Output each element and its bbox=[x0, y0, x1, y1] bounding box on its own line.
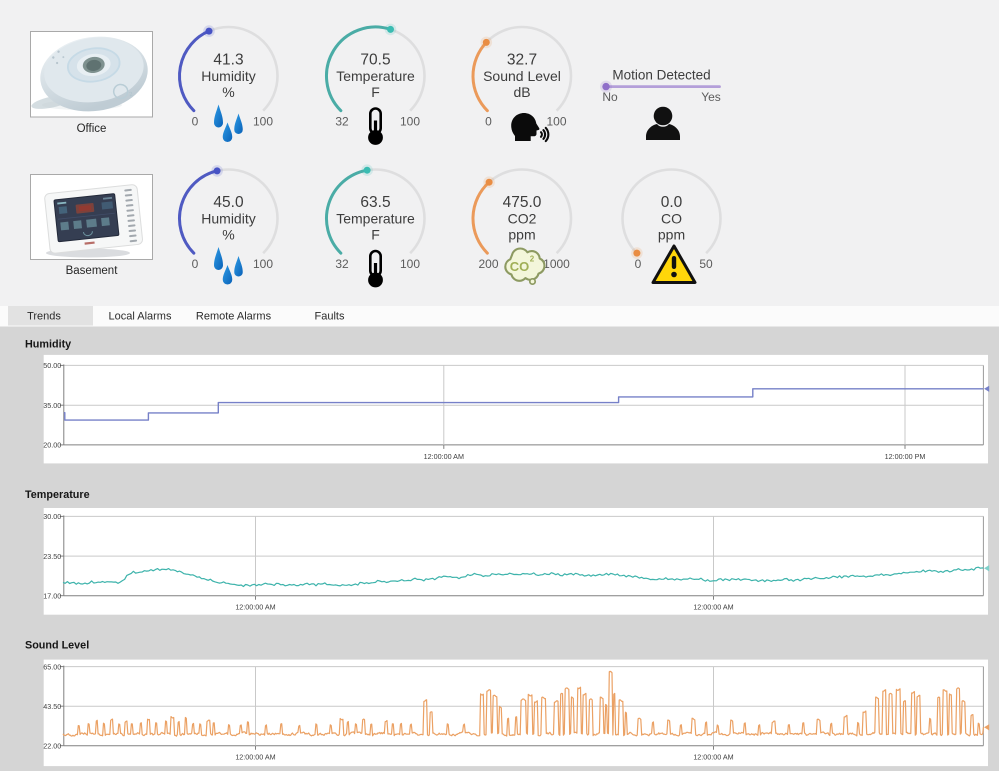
svg-text:Yes: Yes bbox=[701, 90, 721, 104]
svg-text:F: F bbox=[371, 227, 380, 243]
svg-text:0: 0 bbox=[192, 115, 199, 129]
svg-text:70.5: 70.5 bbox=[360, 52, 390, 69]
svg-text:Office: Office bbox=[77, 123, 107, 135]
svg-text:12:00:00 AM: 12:00:00 AM bbox=[235, 603, 275, 612]
svg-text:63.5: 63.5 bbox=[360, 194, 390, 211]
svg-text:22.00: 22.00 bbox=[43, 742, 61, 751]
svg-text:32: 32 bbox=[335, 115, 349, 129]
svg-text:Remote Alarms: Remote Alarms bbox=[196, 311, 272, 323]
svg-text:Humidity: Humidity bbox=[25, 339, 71, 351]
svg-text:Humidity: Humidity bbox=[201, 211, 255, 227]
svg-text:30.00: 30.00 bbox=[43, 512, 61, 521]
svg-text:%: % bbox=[222, 227, 234, 243]
svg-text:CO2: CO2 bbox=[508, 211, 537, 227]
svg-text:100: 100 bbox=[253, 257, 273, 271]
svg-text:dB: dB bbox=[513, 84, 530, 100]
svg-text:Trends: Trends bbox=[27, 311, 61, 323]
svg-text:Sound Level: Sound Level bbox=[25, 640, 89, 652]
svg-text:32.7: 32.7 bbox=[507, 52, 537, 69]
svg-text:%: % bbox=[222, 84, 234, 100]
svg-text:Motion Detected: Motion Detected bbox=[612, 68, 710, 83]
svg-text:CO: CO bbox=[661, 211, 682, 227]
svg-text:CO: CO bbox=[510, 259, 530, 274]
svg-text:12:00:00 AM: 12:00:00 AM bbox=[693, 753, 733, 762]
svg-text:475.0: 475.0 bbox=[503, 194, 542, 211]
svg-text:Faults: Faults bbox=[315, 311, 345, 323]
svg-text:12:00:00 AM: 12:00:00 AM bbox=[693, 603, 733, 612]
svg-text:F: F bbox=[371, 84, 380, 100]
svg-text:No: No bbox=[602, 90, 618, 104]
svg-text:20.00: 20.00 bbox=[43, 441, 61, 450]
svg-text:0.0: 0.0 bbox=[661, 194, 683, 211]
svg-text:ppm: ppm bbox=[658, 227, 685, 243]
svg-text:32: 32 bbox=[335, 257, 349, 271]
svg-text:50.00: 50.00 bbox=[43, 361, 61, 370]
svg-text:Local Alarms: Local Alarms bbox=[109, 311, 172, 323]
svg-text:Temperature: Temperature bbox=[336, 211, 415, 227]
svg-text:2: 2 bbox=[129, 92, 134, 98]
svg-text:Sound Level: Sound Level bbox=[483, 68, 561, 84]
svg-text:12:00:00 PM: 12:00:00 PM bbox=[885, 452, 926, 461]
svg-text:Basement: Basement bbox=[66, 265, 119, 277]
svg-text:23.50: 23.50 bbox=[43, 552, 61, 561]
svg-text:50: 50 bbox=[699, 257, 713, 271]
svg-text:65.00: 65.00 bbox=[43, 662, 61, 671]
svg-text:17.00: 17.00 bbox=[43, 592, 61, 601]
svg-text:12:00:00 AM: 12:00:00 AM bbox=[235, 753, 275, 762]
svg-text:100: 100 bbox=[546, 115, 566, 129]
svg-text:100: 100 bbox=[400, 257, 420, 271]
svg-text:0: 0 bbox=[485, 115, 492, 129]
svg-text:41.3: 41.3 bbox=[213, 52, 243, 69]
svg-text:2: 2 bbox=[530, 255, 535, 264]
svg-text:Temperature: Temperature bbox=[25, 489, 90, 501]
svg-text:100: 100 bbox=[400, 115, 420, 129]
svg-text:100: 100 bbox=[253, 115, 273, 129]
svg-text:Humidity: Humidity bbox=[201, 68, 255, 84]
svg-text:ppm: ppm bbox=[508, 227, 535, 243]
svg-text:12:00:00 AM: 12:00:00 AM bbox=[424, 452, 464, 461]
svg-text:0: 0 bbox=[192, 257, 199, 271]
svg-text:43.50: 43.50 bbox=[43, 702, 61, 711]
svg-text:0: 0 bbox=[635, 257, 642, 271]
svg-text:45.0: 45.0 bbox=[213, 194, 244, 211]
svg-text:200: 200 bbox=[478, 257, 498, 271]
svg-text:35.00: 35.00 bbox=[43, 401, 61, 410]
svg-text:1000: 1000 bbox=[543, 257, 570, 271]
svg-text:Temperature: Temperature bbox=[336, 68, 415, 84]
